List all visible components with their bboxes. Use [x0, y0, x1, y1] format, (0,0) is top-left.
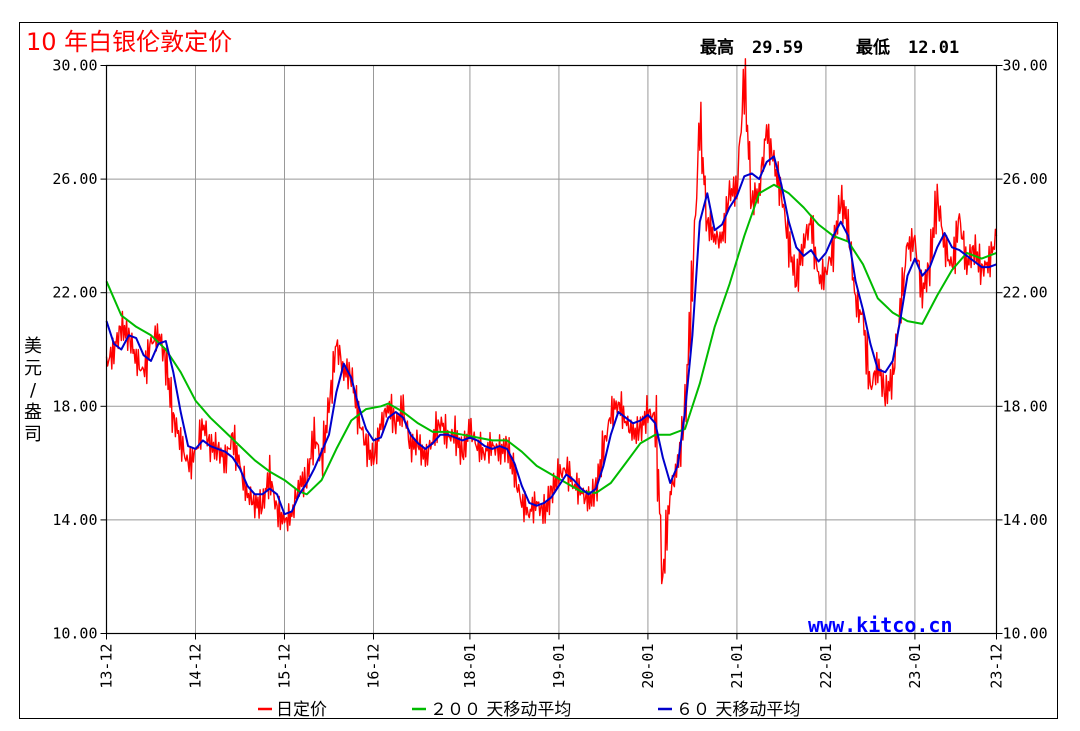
plot-border [105, 64, 998, 635]
y-tick-label-left: 14.00 [52, 511, 97, 529]
y-axis-left: 10.00 14.00 18.00 22.00 26.00 30.00 [52, 57, 107, 643]
x-tick-label: 23-12 [988, 644, 1006, 689]
outer-border [19, 22, 1058, 719]
y-tick-label-left: 26.00 [52, 170, 97, 188]
x-tick-label: 20-01 [639, 644, 657, 689]
x-tick-label: 16-12 [365, 644, 383, 689]
y-axis-right: 10.00 14.00 18.00 22.00 26.00 30.00 [996, 57, 1048, 643]
y-tick-label-left: 30.00 [52, 57, 97, 75]
legend-label: ２００ 天移动平均 [430, 700, 571, 720]
x-tick-label: 19-01 [550, 644, 568, 689]
x-axis: 13-12 14-12 15-12 16-12 18-01 19-01 20-01 21-01… [98, 633, 1006, 689]
y-tick-label-right: 18.00 [1003, 397, 1048, 415]
y-tick-label-left: 18.00 [52, 397, 97, 415]
series-line-daily-fix [105, 58, 998, 585]
y-tick-label-right: 30.00 [1003, 57, 1048, 75]
y-axis-label-char: 元 [24, 358, 42, 379]
high-label: 最高 [700, 37, 734, 58]
y-axis-label: 美元/盎司 [24, 336, 42, 445]
y-axis-label-char: / [30, 380, 37, 401]
series-layer [105, 58, 998, 585]
x-tick-label: 18-01 [461, 644, 479, 689]
low-label: 最低 [856, 37, 890, 58]
legend: 日定价 ２００ 天移动平均 ６０ 天移动平均 [258, 700, 800, 720]
y-tick-label-right: 22.00 [1003, 284, 1048, 302]
high-value: 29.59 [752, 38, 803, 58]
chart-title: 10 年白银伦敦定价 [26, 28, 232, 56]
y-tick-label-left: 22.00 [52, 284, 97, 302]
source-watermark: www.kitco.cn [808, 613, 953, 637]
x-tick-label: 15-12 [276, 644, 294, 689]
x-tick-label: 14-12 [187, 644, 205, 689]
series-line-ma-200 [105, 183, 997, 496]
y-tick-label-right: 14.00 [1003, 511, 1048, 529]
y-tick-label-left: 10.00 [52, 625, 97, 643]
x-tick-label: 13-12 [98, 644, 116, 689]
y-tick-label-right: 10.00 [1003, 625, 1048, 643]
low-value: 12.01 [908, 38, 959, 58]
y-axis-label-char: 盎 [24, 402, 42, 423]
y-axis-label-char: 司 [24, 424, 42, 445]
stats-readout: 最高 29.59 最低 12.01 [700, 37, 959, 58]
x-tick-label: 23-01 [906, 644, 924, 689]
y-axis-label-char: 美 [24, 336, 42, 357]
x-tick-label: 22-01 [817, 644, 835, 689]
legend-label: 日定价 [276, 700, 327, 720]
y-tick-label-right: 26.00 [1003, 170, 1048, 188]
legend-label: ６０ 天移动平均 [676, 700, 800, 720]
x-tick-label: 21-01 [728, 644, 746, 689]
